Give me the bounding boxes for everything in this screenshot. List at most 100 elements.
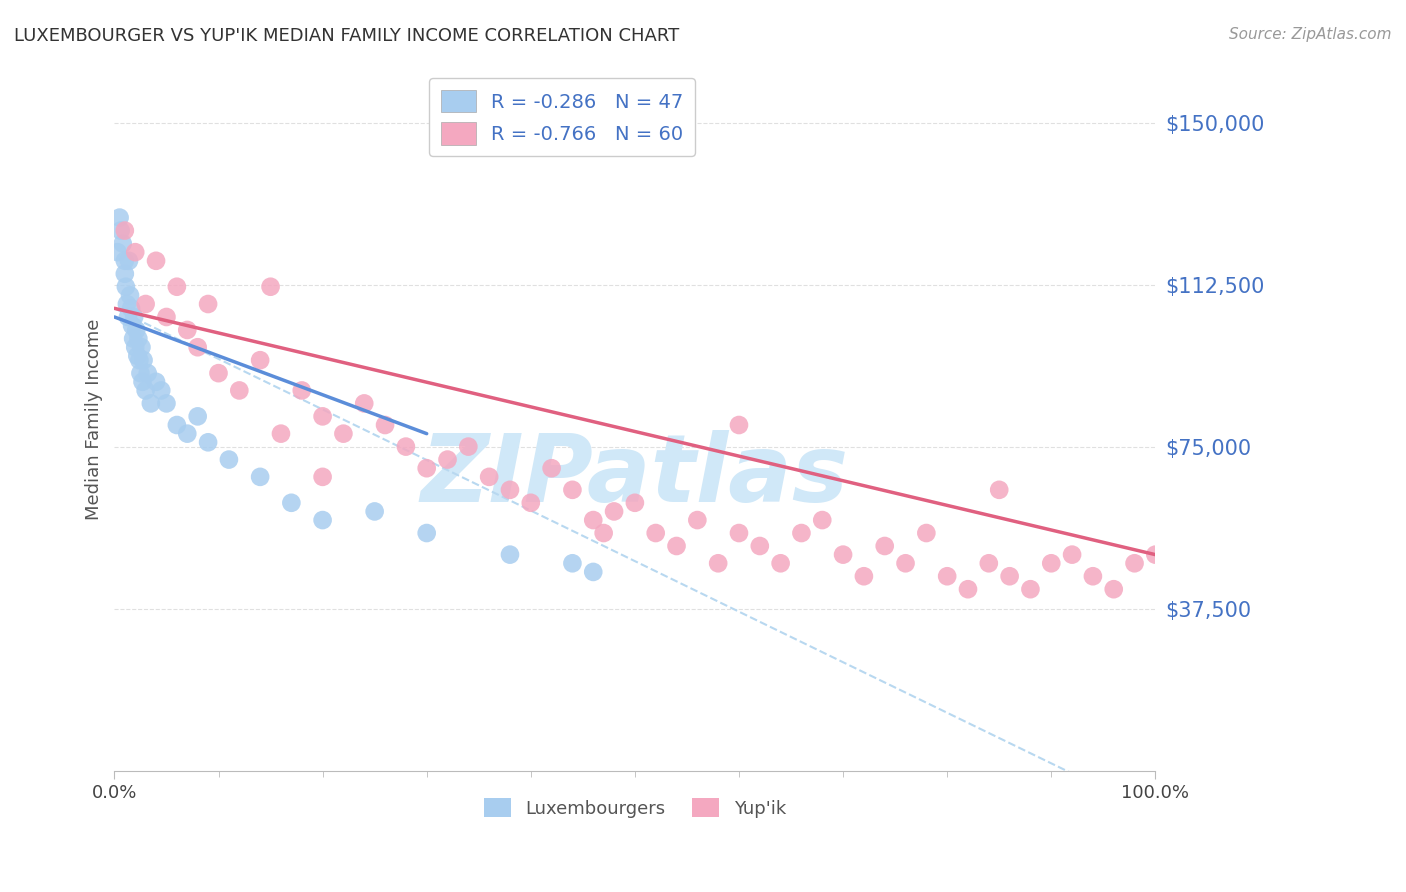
Point — [873, 539, 896, 553]
Point — [121, 318, 143, 333]
Point — [155, 396, 177, 410]
Point — [135, 384, 157, 398]
Point — [363, 504, 385, 518]
Point — [1040, 556, 1063, 570]
Point — [176, 323, 198, 337]
Point — [415, 461, 437, 475]
Point — [218, 452, 240, 467]
Point — [114, 253, 136, 268]
Point — [127, 332, 149, 346]
Point — [107, 245, 129, 260]
Point — [117, 310, 139, 324]
Point — [499, 483, 522, 497]
Point — [395, 440, 418, 454]
Point — [125, 323, 148, 337]
Point — [811, 513, 834, 527]
Point — [228, 384, 250, 398]
Point — [128, 353, 150, 368]
Point — [118, 253, 141, 268]
Point — [259, 279, 281, 293]
Point — [686, 513, 709, 527]
Point — [790, 526, 813, 541]
Point — [187, 409, 209, 424]
Point — [561, 556, 583, 570]
Point — [707, 556, 730, 570]
Point — [311, 513, 333, 527]
Point — [520, 496, 543, 510]
Point — [311, 470, 333, 484]
Point — [111, 236, 134, 251]
Point — [769, 556, 792, 570]
Point — [374, 417, 396, 432]
Point — [936, 569, 959, 583]
Point — [728, 417, 751, 432]
Text: LUXEMBOURGER VS YUP'IK MEDIAN FAMILY INCOME CORRELATION CHART: LUXEMBOURGER VS YUP'IK MEDIAN FAMILY INC… — [14, 27, 679, 45]
Point — [249, 353, 271, 368]
Point — [332, 426, 354, 441]
Point — [197, 435, 219, 450]
Point — [1019, 582, 1042, 597]
Point — [852, 569, 875, 583]
Point — [131, 375, 153, 389]
Point — [114, 267, 136, 281]
Point — [249, 470, 271, 484]
Point — [748, 539, 770, 553]
Point — [270, 426, 292, 441]
Point — [115, 297, 138, 311]
Point — [894, 556, 917, 570]
Point — [127, 349, 149, 363]
Text: Source: ZipAtlas.com: Source: ZipAtlas.com — [1229, 27, 1392, 42]
Point — [122, 332, 145, 346]
Point — [1123, 556, 1146, 570]
Point — [478, 470, 501, 484]
Point — [207, 366, 229, 380]
Point — [1081, 569, 1104, 583]
Point — [110, 223, 132, 237]
Point — [998, 569, 1021, 583]
Point — [592, 526, 614, 541]
Point — [166, 279, 188, 293]
Point — [291, 384, 314, 398]
Point — [145, 375, 167, 389]
Point — [115, 279, 138, 293]
Point — [114, 223, 136, 237]
Y-axis label: Median Family Income: Median Family Income — [86, 319, 103, 520]
Point — [187, 340, 209, 354]
Point — [665, 539, 688, 553]
Text: ZIPatlas: ZIPatlas — [420, 430, 849, 522]
Point — [415, 526, 437, 541]
Point — [353, 396, 375, 410]
Point — [131, 340, 153, 354]
Point — [1102, 582, 1125, 597]
Point — [1062, 548, 1084, 562]
Point — [644, 526, 666, 541]
Point — [124, 340, 146, 354]
Point — [136, 366, 159, 380]
Point — [197, 297, 219, 311]
Point — [166, 417, 188, 432]
Point — [311, 409, 333, 424]
Point — [988, 483, 1011, 497]
Point — [915, 526, 938, 541]
Point — [457, 440, 479, 454]
Point — [499, 548, 522, 562]
Point — [582, 513, 605, 527]
Point — [624, 496, 647, 510]
Point — [139, 396, 162, 410]
Point — [436, 452, 458, 467]
Point — [561, 483, 583, 497]
Point — [124, 245, 146, 260]
Point — [135, 297, 157, 311]
Point — [582, 565, 605, 579]
Point — [603, 504, 626, 518]
Point — [832, 548, 855, 562]
Point — [155, 310, 177, 324]
Point — [977, 556, 1000, 570]
Point — [122, 310, 145, 324]
Point — [280, 496, 302, 510]
Point — [108, 211, 131, 225]
Point — [176, 426, 198, 441]
Point — [540, 461, 562, 475]
Point — [150, 384, 173, 398]
Point — [118, 288, 141, 302]
